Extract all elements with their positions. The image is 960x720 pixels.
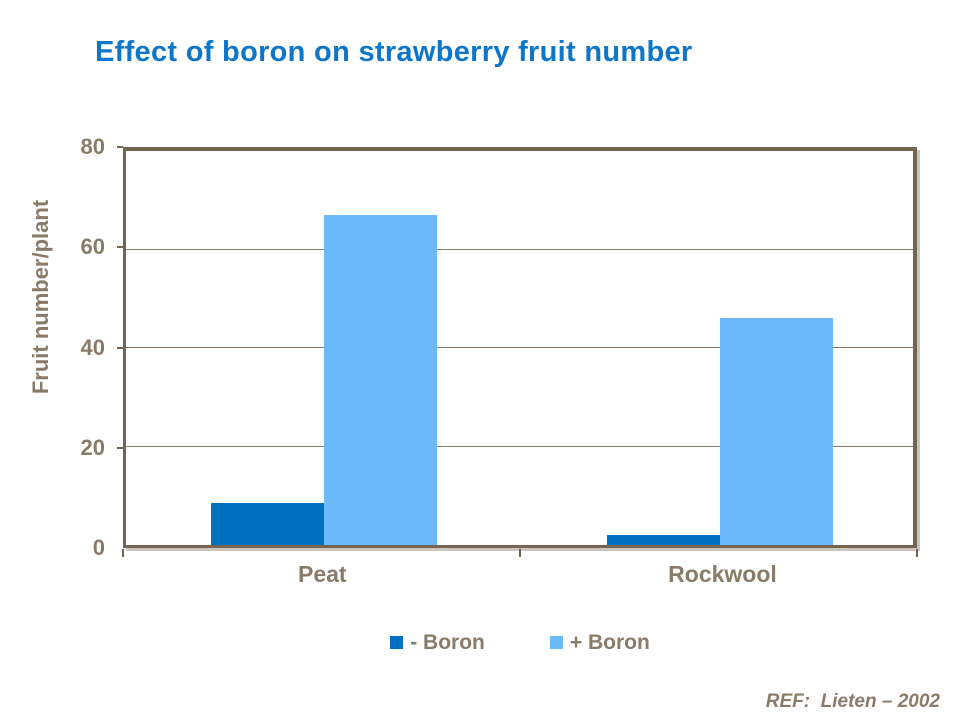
y-tick-mark-80 [117,146,123,148]
x-axis-tick-marks [122,549,918,557]
reference-text: REF: Lieten – 2002 [765,691,940,712]
y-tick-mark-40 [117,346,123,349]
plot-area [123,147,917,548]
bar-peat-boron [323,215,437,545]
y-axis-tick-labels: 0 20 40 60 80 [50,136,105,559]
legend-item-boron: - Boron [390,632,485,653]
legend-swatch-boron [549,636,563,649]
y-tick-label-20: 20 [80,434,105,460]
y-tick-label-60: 60 [80,234,105,260]
y-tick-mark-20 [117,446,123,449]
gridline-60 [126,248,913,250]
x-tick-mark-1 [519,549,521,557]
x-tick-mark-0 [122,549,124,557]
legend-item-boron: + Boron [549,631,650,654]
legend-swatch-boron [390,636,404,649]
gridline-40 [126,347,913,348]
gridline-20 [126,445,913,447]
y-tick-label-80: 80 [80,134,105,159]
legend: - Boron + Boron [123,632,917,653]
legend-label-boron: - Boron [410,631,485,654]
y-axis-tick-marks [117,146,123,548]
y-tick-label-40: 40 [80,334,105,360]
legend-label-boron: + Boron [569,631,650,654]
x-category-label-rockwool: Rockwool [668,561,777,587]
x-axis-category-labels: Peat Rockwool [123,563,917,589]
y-tick-label-0: 0 [92,535,105,560]
bar-rockwool-boron [720,318,834,545]
chart-title: Effect of boron on strawberry fruit numb… [95,36,693,68]
bar-peat-boron [210,503,324,545]
x-tick-mark-2 [916,549,918,557]
bar-rockwool-boron [607,535,721,545]
x-category-label-peat: Peat [297,561,347,587]
y-tick-mark-60 [117,246,123,249]
